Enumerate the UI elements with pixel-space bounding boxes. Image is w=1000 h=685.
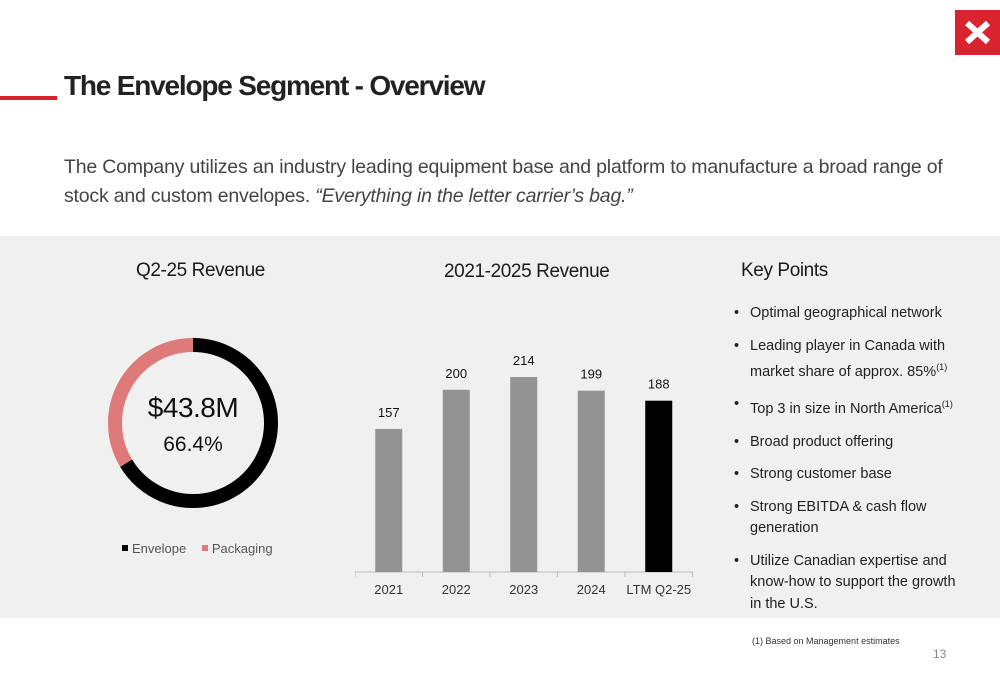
key-points-title: Key Points [741, 260, 828, 281]
bar-data-label: 157 [378, 405, 400, 420]
key-points-list: Optimal geographical network Leading play… [734, 303, 964, 626]
intro-text: The Company utilizes an industry leading… [64, 156, 943, 207]
legend-swatch-packaging [201, 545, 208, 551]
x-tick-label: 2021 [374, 582, 403, 597]
bar-data-label: 199 [580, 367, 602, 382]
x-logo-icon [964, 20, 991, 45]
donut-legend: Envelope Packaging [122, 539, 285, 556]
key-point-item: Strong EBITDA & cash flow generation [734, 497, 964, 540]
donut-slice-packaging [108, 338, 194, 467]
bar-data-label: 188 [648, 377, 670, 392]
key-point-item: Utilize Canadian expertise and know-how … [734, 551, 964, 616]
legend-item-envelope: Envelope [122, 541, 186, 556]
key-point-item: Broad product offering [734, 432, 964, 454]
title-accent-rule [0, 96, 57, 100]
key-point-text: Strong EBITDA & cash flow generation [750, 498, 927, 537]
x-tick-label: 2023 [509, 582, 538, 597]
donut-slice-envelope [120, 338, 278, 508]
bar-2022 [442, 389, 470, 572]
donut-chart-title: Q2-25 Revenue [136, 260, 265, 281]
bar-2021 [375, 428, 403, 572]
x-tick-label: 2024 [577, 582, 606, 597]
footnote-ref: (1) [941, 399, 953, 410]
key-point-item: Top 3 in size in North America(1) [734, 394, 964, 420]
footnote: (1) Based on Management estimates [752, 636, 900, 646]
legend-label-packaging: Packaging [211, 540, 273, 556]
bar-data-label: 200 [445, 366, 467, 381]
bar-2023 [510, 377, 538, 572]
x-tick-label: LTM Q2-25 [626, 582, 691, 597]
key-point-item: Strong customer base [734, 464, 964, 486]
legend-swatch-envelope [122, 545, 128, 551]
bar-ltm-q2-25 [645, 400, 673, 572]
key-point-item: Leading player in Canada with market sha… [734, 336, 964, 384]
key-point-text: Broad product offering [750, 433, 894, 450]
bar-data-label: 214 [513, 353, 535, 368]
key-point-text: Leading player in Canada with market sha… [750, 337, 946, 380]
intro-paragraph: The Company utilizes an industry leading… [64, 153, 964, 211]
key-point-text: Utilize Canadian expertise and know-how … [750, 552, 956, 612]
company-logo [955, 10, 1000, 55]
revenue-bar-chart: 157 2021 200 2022 214 2023 199 2024 188 LTM Q2-25 [355, 353, 693, 597]
key-point-item: Optimal geographical network [734, 303, 964, 325]
legend-item-packaging: Packaging [201, 540, 273, 556]
page-number: 13 [933, 647, 947, 661]
bar-chart-title: 2021-2025 Revenue [444, 261, 610, 282]
page-title: The Envelope Segment - Overview [64, 70, 485, 101]
key-point-text: Top 3 in size in North America [750, 401, 942, 418]
bar-2024 [577, 390, 605, 572]
revenue-donut-chart [108, 338, 278, 508]
legend-label-envelope: Envelope [132, 540, 187, 556]
donut-center-percent: 66.4% [163, 433, 223, 456]
donut-center-value: $43.8M [147, 392, 239, 423]
key-point-text: Strong customer base [750, 466, 892, 483]
x-tick-label: 2022 [442, 582, 471, 597]
intro-quote: “Everything in the letter carrier’s bag.… [315, 185, 633, 207]
footnote-ref: (1) [936, 362, 948, 372]
key-point-text: Optimal geographical network [750, 305, 942, 321]
